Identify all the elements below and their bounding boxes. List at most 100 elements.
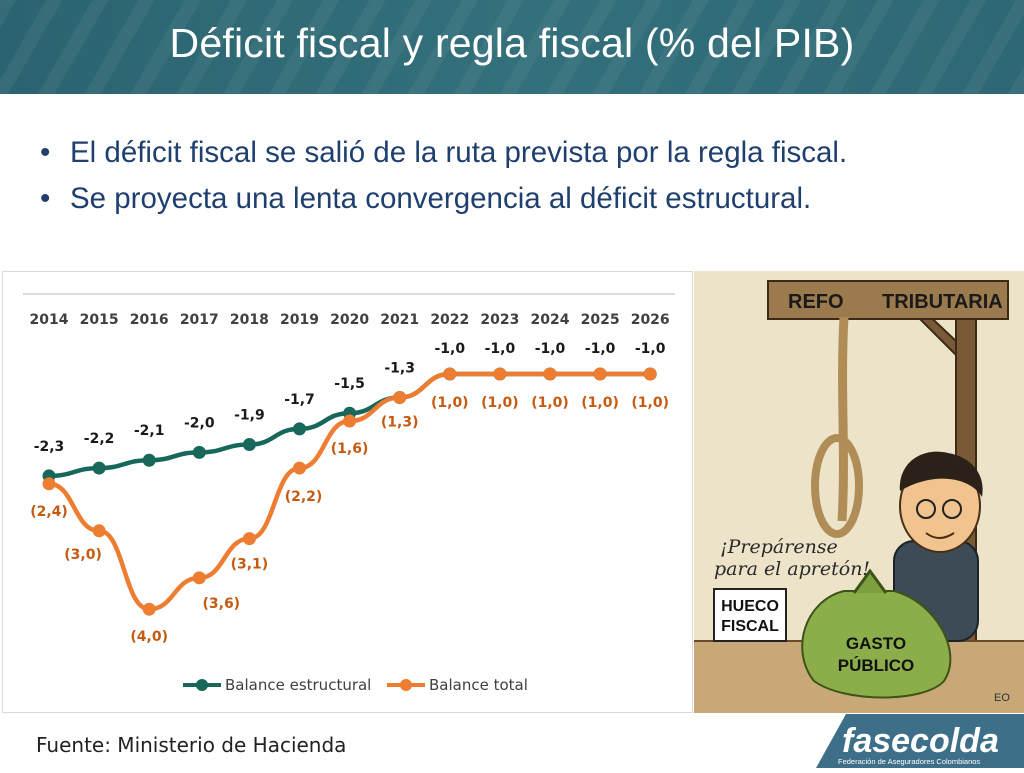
point-total bbox=[142, 602, 156, 616]
data-label-total: (1,3) bbox=[381, 415, 419, 431]
point-total bbox=[593, 367, 607, 381]
data-label-structural: -1,5 bbox=[334, 376, 365, 392]
data-label-total: (1,0) bbox=[581, 395, 619, 411]
hueco-fiscal-box bbox=[713, 588, 787, 642]
x-tick-label: 2023 bbox=[480, 312, 519, 328]
point-total bbox=[543, 367, 557, 381]
point-total bbox=[42, 477, 56, 491]
data-label-total: (1,0) bbox=[631, 395, 669, 411]
x-tick-label: 2015 bbox=[80, 312, 119, 328]
box-line-2: FISCAL bbox=[721, 618, 779, 635]
data-label-structural: -2,0 bbox=[184, 415, 215, 431]
sign-text-left: REFO bbox=[788, 291, 844, 313]
x-tick-label: 2026 bbox=[631, 312, 670, 328]
line-chart: 2014 2015 2016 2017 2018 2019 2020 2021 2022 2023… bbox=[23, 293, 675, 694]
speech-line-1: ¡Prepárense bbox=[720, 536, 838, 558]
legend-marker-structural bbox=[196, 679, 208, 691]
person-hair bbox=[899, 451, 983, 497]
data-label-total: (1,0) bbox=[481, 395, 519, 411]
bullet-dot-icon: • bbox=[40, 136, 51, 169]
data-label-total: (4,0) bbox=[130, 629, 168, 645]
point-total bbox=[293, 461, 306, 475]
data-label-structural: -1,9 bbox=[234, 408, 265, 424]
glasses-left-icon bbox=[916, 499, 936, 519]
point-structural bbox=[142, 453, 156, 467]
box-line-1: HUECO bbox=[721, 598, 779, 615]
data-label-total: (3,0) bbox=[64, 547, 102, 563]
glasses-right-icon bbox=[942, 499, 962, 519]
speech-line-2: para el apretón! bbox=[714, 558, 870, 580]
page-title: Déficit fiscal y regla fiscal (% del PIB… bbox=[169, 20, 855, 66]
point-structural bbox=[242, 438, 256, 452]
data-label-structural: -2,2 bbox=[84, 431, 115, 447]
data-label-structural: -1,0 bbox=[535, 341, 566, 357]
legend-label-structural: Balance estructural bbox=[225, 676, 371, 694]
data-label-total: (1,6) bbox=[331, 441, 369, 457]
logo-tagline: Federación de Aseguradores Colombianos bbox=[838, 757, 980, 766]
data-label-structural: -1,0 bbox=[635, 341, 666, 357]
bag-knot bbox=[852, 568, 888, 594]
data-label-structural: -1,0 bbox=[585, 341, 616, 357]
bullet-item: • El déficit fiscal se salió de la ruta p… bbox=[40, 130, 847, 176]
data-label-total: (2,4) bbox=[30, 504, 68, 520]
header-bar: Déficit fiscal y regla fiscal (% del PIB… bbox=[0, 0, 1024, 94]
legend: Balance estructural Balance total bbox=[183, 676, 528, 694]
x-tick-label: 2021 bbox=[380, 312, 419, 328]
bullet-text: Se proyecta una lenta convergencia al dé… bbox=[70, 182, 812, 215]
data-label-total: (2,2) bbox=[285, 489, 323, 505]
x-tick-label: 2018 bbox=[230, 312, 269, 328]
fasecolda-logo: fasecolda Federación de Aseguradores Col… bbox=[790, 714, 1024, 768]
bag-line-1: GASTO bbox=[846, 634, 906, 653]
point-total bbox=[343, 414, 357, 428]
x-tick-label: 2022 bbox=[430, 312, 469, 328]
x-tick-label: 2024 bbox=[531, 312, 570, 328]
x-tick-label: 2017 bbox=[180, 312, 219, 328]
point-total bbox=[393, 391, 407, 405]
cartoon-illustration: REFO TRIBUTARIA ¡Prepárense para el apre… bbox=[694, 271, 1024, 713]
x-tick-label: 2025 bbox=[581, 312, 620, 328]
chart-panel: 2014 2015 2016 2017 2018 2019 2020 2021 2022 2023… bbox=[2, 271, 693, 713]
person-smile bbox=[925, 532, 955, 539]
bullet-dot-icon: • bbox=[40, 182, 51, 215]
x-tick-label: 2019 bbox=[280, 312, 319, 328]
data-label-structural: -1,7 bbox=[284, 392, 315, 408]
data-label-total: (1,0) bbox=[431, 395, 469, 411]
artist-signature: EO bbox=[994, 692, 1010, 704]
point-structural bbox=[293, 422, 306, 436]
gallows-sign bbox=[767, 280, 1009, 320]
rope-icon bbox=[837, 316, 849, 522]
noose-icon bbox=[811, 434, 863, 538]
x-tick-label: 2016 bbox=[130, 312, 169, 328]
year-labels: 2014 2015 2016 2017 2018 2019 2020 2021 2022 2023… bbox=[30, 312, 670, 328]
data-label-total: (1,0) bbox=[531, 395, 569, 411]
point-total bbox=[242, 532, 256, 546]
x-tick-label: 2014 bbox=[30, 312, 69, 328]
data-label-total: (3,1) bbox=[231, 557, 269, 573]
logo-band bbox=[816, 714, 1024, 768]
data-labels: -2,3 -2,2 -2,1 -2,0 -1,9 -1,7 -1,5 -1,3 -1,0 -1,0… bbox=[30, 341, 669, 645]
point-structural bbox=[92, 461, 106, 475]
series-line-total bbox=[46, 371, 653, 612]
data-label-structural: -1,0 bbox=[485, 341, 516, 357]
bullet-item: • Se proyecta una lenta convergencia al d… bbox=[40, 176, 847, 222]
point-total bbox=[192, 571, 206, 585]
bullet-text: El déficit fiscal se salió de la ruta pr… bbox=[70, 136, 848, 169]
header-pattern bbox=[0, 0, 1024, 94]
data-label-structural: -2,3 bbox=[34, 439, 65, 455]
data-label-structural: -2,1 bbox=[134, 423, 165, 439]
point-total bbox=[443, 367, 457, 381]
bullet-list: • El déficit fiscal se salió de la ruta p… bbox=[40, 130, 847, 222]
data-label-total: (3,6) bbox=[202, 596, 240, 612]
point-total bbox=[493, 367, 507, 381]
money-bag-icon bbox=[801, 590, 952, 699]
legend-marker-total bbox=[400, 679, 412, 691]
point-structural bbox=[192, 445, 206, 459]
data-label-structural: -1,3 bbox=[384, 361, 415, 377]
logo-wordmark: fasecolda bbox=[842, 722, 999, 760]
bag-line-2: PÚBLICO bbox=[838, 656, 915, 675]
source-note: Fuente: Ministerio de Hacienda bbox=[36, 733, 347, 757]
x-tick-label: 2020 bbox=[330, 312, 369, 328]
legend-label-total: Balance total bbox=[429, 676, 528, 694]
point-total bbox=[92, 524, 106, 538]
sign-text-right: TRIBUTARIA bbox=[882, 291, 1003, 313]
